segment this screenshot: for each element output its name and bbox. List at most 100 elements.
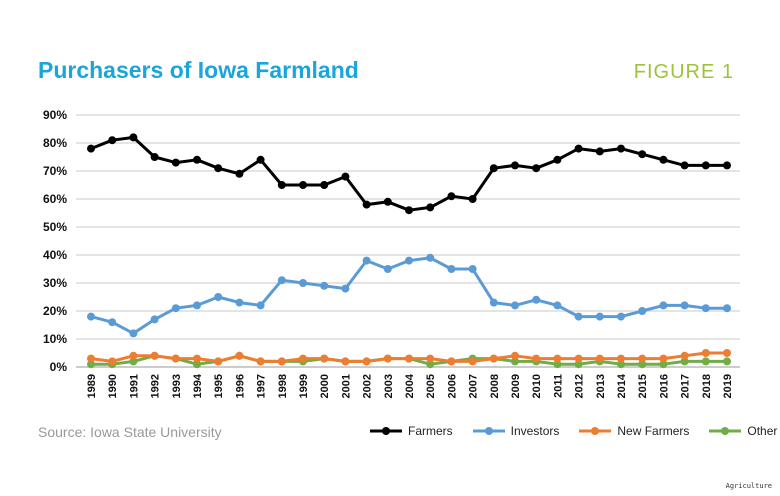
data-point-farmers	[214, 164, 223, 173]
data-point-new-farmers	[193, 354, 201, 363]
legend-label: Other	[747, 424, 778, 438]
data-point-new-farmers	[617, 354, 625, 363]
data-point-other	[701, 357, 710, 366]
legend-label: Investors	[510, 424, 560, 438]
data-point-investors	[150, 315, 159, 324]
x-tick-label: 2013	[595, 374, 607, 398]
legend-item-farmers: Farmers	[368, 424, 453, 438]
x-tick-label: 2007	[468, 374, 480, 398]
x-tick-label: 2006	[446, 374, 458, 398]
legend-marker-other	[709, 427, 742, 435]
data-point-farmers	[489, 164, 498, 173]
data-point-farmers	[659, 155, 668, 164]
data-point-investors	[256, 301, 265, 310]
x-tick-label: 2015	[637, 374, 649, 398]
legend-item-new-farmers: New Farmers	[577, 424, 689, 438]
data-point-new-farmers	[405, 354, 413, 363]
data-point-other	[87, 360, 95, 369]
data-point-investors	[87, 312, 95, 321]
legend-marker-new-farmers	[579, 427, 612, 435]
legend-marker-farmers	[370, 427, 402, 435]
y-tick-label: 0%	[50, 360, 68, 374]
data-point-other	[129, 357, 138, 366]
data-point-investors	[595, 312, 604, 321]
data-point-investors	[638, 307, 647, 315]
data-point-investors	[659, 301, 668, 310]
data-point-investors	[447, 265, 456, 273]
x-tick-label: 1992	[150, 374, 162, 398]
x-tick-label: 2019	[722, 374, 734, 398]
data-point-investors	[574, 312, 583, 321]
data-point-new-farmers	[723, 349, 731, 357]
data-point-investors	[341, 284, 350, 293]
x-tick-label: 1997	[256, 374, 268, 398]
legend-label: New Farmers	[617, 424, 690, 438]
data-point-farmers	[447, 192, 456, 201]
data-point-other	[723, 357, 731, 366]
data-point-farmers	[468, 195, 477, 203]
data-point-other	[193, 360, 201, 369]
series-line-investors	[90, 256, 727, 335]
data-point-investors	[553, 301, 562, 310]
data-point-investors	[617, 312, 625, 321]
x-tick-label: 1996	[234, 374, 246, 398]
data-point-investors	[680, 301, 689, 310]
data-point-other	[638, 360, 647, 369]
data-point-other	[426, 360, 435, 369]
data-point-investors	[277, 276, 286, 285]
data-point-farmers	[701, 161, 710, 170]
x-tick-label: 1999	[298, 374, 310, 398]
data-point-farmers	[574, 144, 583, 153]
data-point-farmers	[595, 147, 604, 156]
x-tick-label: 2018	[701, 374, 713, 398]
data-point-investors	[299, 279, 307, 287]
data-point-investors	[511, 301, 519, 310]
data-point-farmers	[638, 150, 647, 159]
data-point-investors	[426, 253, 435, 262]
y-tick-label: 60%	[43, 192, 67, 206]
data-point-investors	[235, 298, 244, 307]
data-point-new-farmers	[659, 354, 668, 363]
x-tick-label: 1990	[107, 374, 119, 398]
y-tick-label: 10%	[43, 332, 67, 346]
data-point-investors	[701, 304, 710, 313]
x-tick-label: 2016	[658, 374, 670, 398]
y-tick-label: 20%	[43, 304, 67, 318]
x-tick-label: 2001	[340, 374, 352, 398]
data-point-farmers	[256, 155, 265, 164]
data-point-new-farmers	[256, 357, 265, 366]
chart-title: Purchasers of Iowa Farmland	[38, 57, 359, 83]
data-point-new-farmers	[680, 351, 689, 360]
data-point-new-farmers	[595, 354, 604, 363]
x-tick-label: 2000	[319, 374, 331, 398]
data-point-farmers	[277, 181, 286, 189]
data-point-farmers	[405, 206, 413, 215]
x-tick-label: 2009	[510, 374, 522, 398]
data-point-new-farmers	[320, 354, 329, 363]
data-point-new-farmers	[341, 357, 350, 366]
y-tick-label: 40%	[43, 248, 67, 262]
data-point-new-farmers	[447, 357, 456, 366]
x-tick-label: 2012	[574, 374, 586, 398]
data-point-investors	[405, 256, 413, 265]
data-point-farmers	[617, 144, 625, 153]
data-point-investors	[129, 329, 138, 338]
data-point-new-farmers	[701, 349, 710, 357]
data-point-farmers	[511, 161, 519, 170]
figure-label: FIGURE 1	[633, 61, 734, 83]
data-point-farmers	[87, 144, 95, 153]
data-point-farmers	[723, 161, 731, 170]
data-point-farmers	[150, 153, 159, 161]
data-point-new-farmers	[362, 357, 371, 366]
data-point-farmers	[426, 203, 435, 212]
data-point-farmers	[235, 169, 244, 178]
data-point-new-farmers	[426, 354, 435, 363]
watermark: Agriculture	[725, 482, 772, 490]
data-point-other	[617, 360, 625, 369]
data-point-investors	[108, 318, 117, 327]
y-tick-label: 90%	[43, 108, 67, 122]
data-point-new-farmers	[277, 357, 286, 366]
data-point-farmers	[362, 200, 371, 209]
data-point-investors	[320, 281, 329, 290]
legend-label: Farmers	[408, 424, 453, 438]
